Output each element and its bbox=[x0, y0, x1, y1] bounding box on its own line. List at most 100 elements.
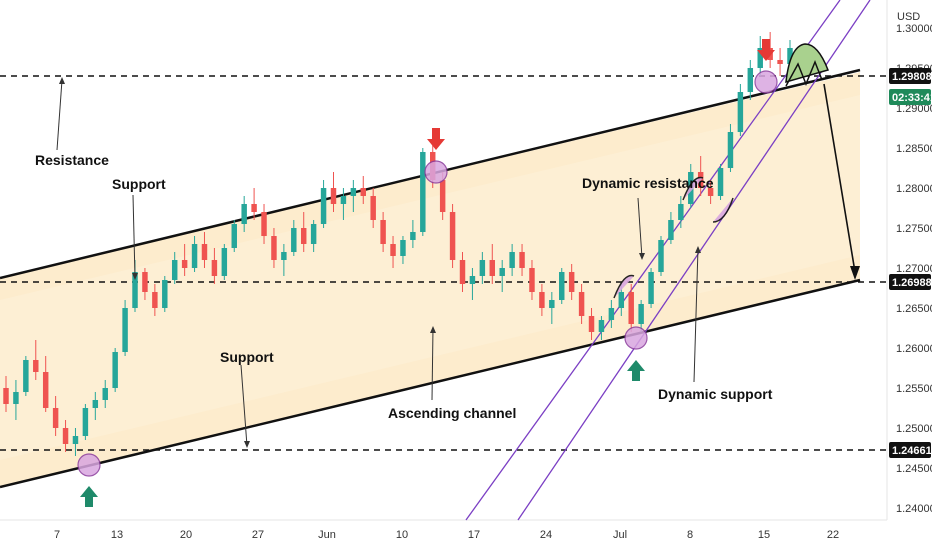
resistance-pointer bbox=[56, 77, 65, 151]
time-tick-label: 8 bbox=[687, 529, 693, 541]
annotation-ascending-channel: Ascending channel bbox=[388, 405, 516, 421]
time-tick-label: 10 bbox=[396, 529, 408, 541]
time-tick-label: 13 bbox=[111, 529, 123, 541]
touch-circle bbox=[624, 326, 648, 350]
candle bbox=[23, 356, 29, 396]
candle bbox=[668, 212, 674, 244]
green-arrow-up bbox=[80, 486, 98, 507]
candle bbox=[539, 284, 545, 316]
candle bbox=[3, 376, 9, 412]
candle bbox=[261, 204, 267, 244]
dynamic-support-pointer bbox=[693, 246, 701, 383]
candle bbox=[658, 236, 664, 276]
candle-body bbox=[201, 244, 208, 260]
candle bbox=[410, 220, 416, 248]
time-tick-label: 7 bbox=[54, 529, 60, 541]
countdown-text: 02:33:41 bbox=[892, 92, 932, 104]
price-tick-label: 1.25500 bbox=[896, 383, 932, 395]
candle-body bbox=[211, 260, 218, 276]
candle bbox=[33, 340, 39, 380]
time-tick-label: 17 bbox=[468, 529, 480, 541]
candle-body bbox=[509, 252, 515, 268]
candle-body bbox=[112, 352, 118, 388]
candle-body bbox=[72, 436, 79, 444]
candle bbox=[310, 220, 317, 252]
price-tick-label: 1.24500 bbox=[896, 463, 932, 475]
projection-hump bbox=[785, 43, 829, 84]
candle-body bbox=[717, 168, 724, 196]
candle-body bbox=[559, 272, 565, 300]
candle-body bbox=[757, 48, 763, 68]
candle-body bbox=[489, 260, 496, 276]
candle bbox=[102, 380, 108, 408]
dynamic-resistance-line bbox=[465, 0, 841, 521]
candle-body bbox=[529, 268, 535, 292]
price-tick-label: 1.30000 bbox=[896, 23, 932, 35]
candle-body bbox=[181, 260, 188, 268]
dynamic-resistance-pointer bbox=[637, 197, 645, 260]
candle-body bbox=[251, 204, 257, 212]
candle bbox=[92, 392, 99, 420]
price-tick-label: 1.29000 bbox=[896, 103, 932, 115]
candle-body bbox=[747, 68, 754, 92]
candle-body bbox=[23, 360, 29, 392]
projection-arrow-line bbox=[823, 83, 856, 273]
touch-circle bbox=[424, 160, 448, 184]
candle-body bbox=[241, 204, 247, 224]
candle-body bbox=[479, 260, 486, 276]
candle bbox=[777, 48, 783, 76]
dynamic-touch-arc bbox=[712, 197, 734, 223]
time-tick-label: 15 bbox=[758, 529, 770, 541]
candle-body bbox=[271, 236, 277, 260]
candle-body bbox=[42, 372, 49, 408]
candle-body bbox=[132, 272, 138, 308]
candle-body bbox=[360, 188, 366, 196]
candle bbox=[370, 188, 376, 228]
candle bbox=[717, 164, 724, 200]
candle bbox=[221, 244, 228, 280]
candle bbox=[201, 232, 208, 268]
candle bbox=[678, 196, 684, 228]
touch-circle bbox=[754, 70, 778, 94]
candle-body bbox=[727, 132, 734, 168]
candle-body bbox=[707, 188, 714, 196]
countdown-badge[interactable]: 02:33:41 bbox=[889, 89, 932, 105]
candle bbox=[122, 300, 128, 356]
level-badge-resistance[interactable]: 1.29808 bbox=[889, 68, 932, 84]
candle bbox=[191, 236, 198, 272]
candle bbox=[747, 60, 754, 100]
level-badge-support[interactable]: 1.24661 bbox=[889, 442, 932, 458]
candle bbox=[231, 220, 237, 252]
candle-body bbox=[658, 240, 664, 272]
candle bbox=[181, 244, 188, 276]
candle bbox=[162, 276, 168, 312]
candle bbox=[568, 264, 575, 300]
candle-body bbox=[598, 320, 605, 332]
candle bbox=[13, 380, 19, 420]
channel-pointer bbox=[430, 326, 436, 401]
candle-body bbox=[221, 248, 228, 276]
candle-body bbox=[142, 272, 148, 292]
dynamic-support-line bbox=[517, 0, 871, 521]
candle bbox=[737, 84, 744, 136]
candle-body bbox=[291, 228, 297, 252]
candle bbox=[291, 220, 297, 256]
candle-body bbox=[400, 240, 406, 256]
price-tick-label: 1.28500 bbox=[896, 143, 932, 155]
candle-body bbox=[62, 428, 69, 444]
candle-body bbox=[668, 220, 674, 240]
candle-body bbox=[102, 388, 108, 400]
annotation-resistance: Resistance bbox=[35, 152, 109, 168]
level-badge-mid[interactable]: 1.26988 bbox=[889, 274, 932, 290]
candle-body bbox=[92, 400, 99, 408]
candle-body bbox=[787, 48, 793, 64]
candle bbox=[350, 180, 357, 212]
annotation-dynamic-resistance: Dynamic resistance bbox=[582, 175, 714, 191]
price-tick-label: 1.27000 bbox=[896, 263, 932, 275]
time-tick-label: 24 bbox=[540, 529, 552, 541]
candle-body bbox=[420, 152, 426, 232]
projection-arrow-head bbox=[850, 266, 860, 280]
time-tick-label: 22 bbox=[827, 529, 839, 541]
candle bbox=[628, 284, 634, 332]
candle bbox=[72, 428, 79, 456]
